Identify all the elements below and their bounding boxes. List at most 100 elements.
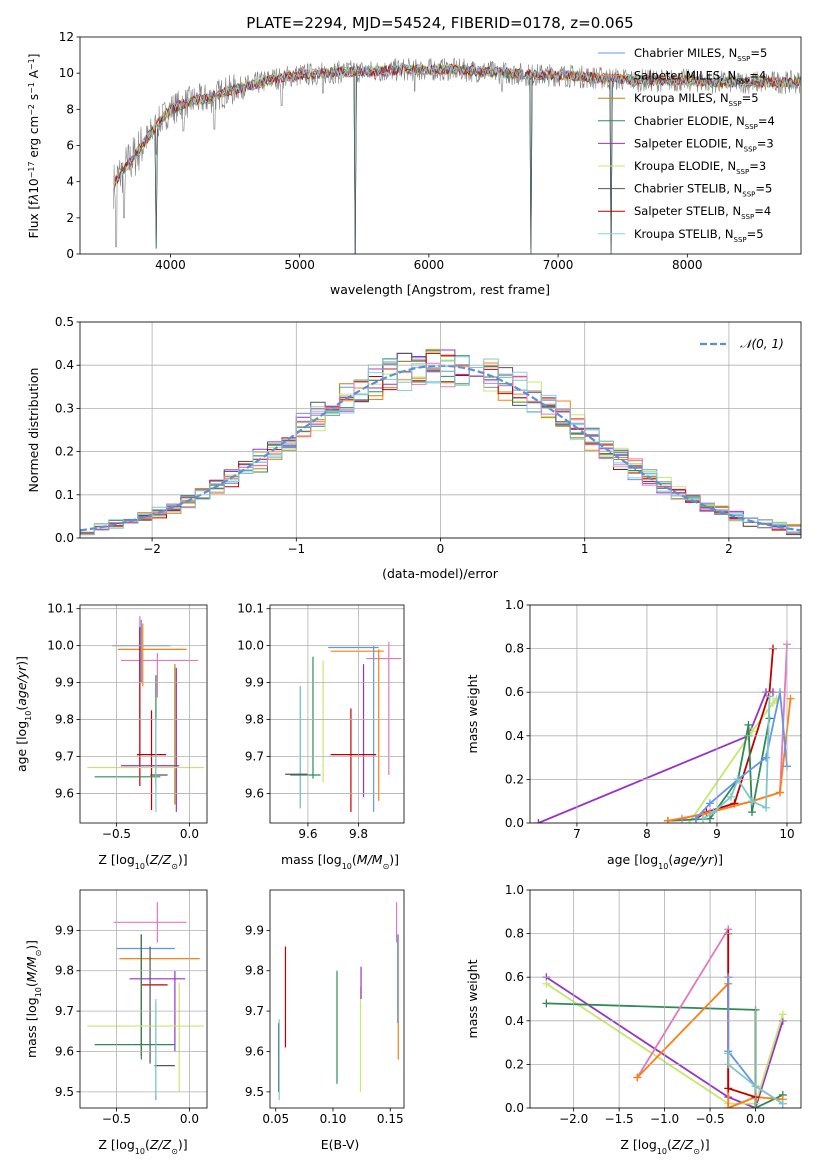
y-tick-label: 10.0 bbox=[47, 639, 74, 653]
weight-line-5 bbox=[727, 933, 756, 1098]
legend-entry: Kroupa ELODIE, NSSP=3 bbox=[634, 159, 766, 176]
axes-weight_vs_Z: −2.0 −1.5 −1.0 −0.5 0.0 0.0 0.2 0.4 0.6 0.8 1.0 Z [… bbox=[465, 883, 802, 1156]
x-tick-label: −0.5 bbox=[695, 1112, 724, 1126]
axes-weight_vs_age: 7 8 9 10 0.0 0.2 0.4 0.6 0.8 1.0 age [log10(age/yr… bbox=[465, 598, 802, 871]
x-tick-label: 7 bbox=[573, 827, 581, 841]
x-tick-label: 9.8 bbox=[349, 827, 368, 841]
y-tick-label: 0.0 bbox=[55, 531, 74, 545]
weight-line-5 bbox=[667, 698, 792, 822]
y-tick-label: 0 bbox=[66, 247, 74, 261]
weight-marker bbox=[778, 1099, 787, 1108]
x-tick-label: −0.5 bbox=[102, 1112, 131, 1126]
weight-marker bbox=[724, 1049, 733, 1058]
x-axis-label: Z [log10(Z/Z⊙)] bbox=[620, 1137, 709, 1156]
y-tick-label: 0.6 bbox=[505, 685, 524, 699]
axes-mass_vs_ebv: 0.05 0.10 0.15 9.5 9.6 9.7 9.8 9.9 E(B-V) bbox=[245, 889, 405, 1152]
plot-area-mass_vs_Z bbox=[87, 902, 205, 1100]
y-tick-label: 1.0 bbox=[505, 598, 524, 612]
weight-marker bbox=[705, 799, 714, 808]
y-tick-label: 9.5 bbox=[55, 1085, 74, 1099]
y-tick-label: 8 bbox=[66, 102, 74, 116]
x-tick-label: −1 bbox=[287, 542, 305, 556]
plot-area-mass_vs_ebv bbox=[277, 902, 399, 1100]
weight-line-4 bbox=[636, 981, 783, 1108]
y-tick-label: 0.4 bbox=[505, 1014, 524, 1028]
y-axis-label: age [log10(age/yr)] bbox=[14, 656, 33, 772]
weight-marker bbox=[747, 808, 756, 817]
axes-frame bbox=[79, 604, 208, 824]
x-axis-label: age [log10(age/yr)] bbox=[607, 852, 723, 871]
x-tick-label: 0.0 bbox=[746, 1112, 765, 1126]
y-tick-label: 4 bbox=[66, 175, 74, 189]
x-tick-label: 0.05 bbox=[262, 1112, 289, 1126]
axes-age_vs_mass: 9.6 9.8 9.6 9.7 9.8 9.9 10.0 10.1 mass [log10(M/… bbox=[237, 602, 405, 871]
model-spectrum-7 bbox=[113, 63, 801, 191]
y-tick-label: 2 bbox=[66, 211, 74, 225]
x-axis-label: (data-model)/error bbox=[382, 566, 499, 581]
y-tick-label: 10 bbox=[59, 66, 74, 80]
weight-line-2 bbox=[695, 648, 774, 820]
y-tick-label: 0.0 bbox=[505, 1101, 524, 1115]
axes-frame bbox=[529, 604, 802, 824]
plot-area-weight_vs_age bbox=[534, 640, 795, 823]
weight-marker bbox=[761, 753, 770, 762]
legend-entry: Salpeter ELODIE, NSSP=3 bbox=[634, 136, 774, 153]
legend-entry: Kroupa STELIB, NSSP=5 bbox=[634, 227, 764, 244]
weight-marker bbox=[724, 1084, 733, 1093]
weight-marker bbox=[709, 808, 718, 817]
weight-line-3 bbox=[636, 926, 756, 1108]
weight-line-6 bbox=[695, 692, 788, 820]
y-axis-label: Normed distribution bbox=[26, 368, 41, 493]
plot-area-age_vs_Z bbox=[87, 616, 205, 812]
y-tick-label: 10.1 bbox=[47, 602, 74, 616]
y-tick-label: 0.4 bbox=[55, 358, 74, 372]
model-spectrum-8 bbox=[113, 63, 801, 191]
x-axis-label: wavelength [Angstrom, rest frame] bbox=[330, 282, 550, 297]
weight-marker bbox=[768, 699, 777, 708]
axes-frame bbox=[529, 889, 802, 1109]
x-tick-label: 6000 bbox=[414, 258, 445, 272]
y-tick-label: 9.6 bbox=[245, 786, 264, 800]
y-tick-label: 9.8 bbox=[245, 713, 264, 727]
legend-entry: Salpeter STELIB, NSSP=4 bbox=[634, 204, 771, 221]
x-tick-label: 0.0 bbox=[180, 1112, 199, 1126]
y-tick-label: 0.5 bbox=[55, 315, 74, 329]
plot-area-residuals bbox=[80, 349, 801, 537]
y-tick-label: 1.0 bbox=[505, 883, 524, 897]
y-tick-label: 9.9 bbox=[55, 676, 74, 690]
x-tick-label: −0.5 bbox=[102, 827, 131, 841]
axes-spectrum: 4000 5000 6000 7000 8000 0 2 4 6 8 10 12 PLATE=2294,… bbox=[27, 14, 802, 297]
y-tick-label: 0.3 bbox=[55, 401, 74, 415]
weight-marker bbox=[698, 814, 707, 823]
y-tick-label: 6 bbox=[66, 139, 74, 153]
y-tick-label: 9.8 bbox=[55, 964, 74, 978]
weight-marker bbox=[663, 816, 672, 823]
y-tick-label: 10.1 bbox=[237, 602, 264, 616]
weight-marker bbox=[542, 979, 551, 988]
x-tick-label: 0.0 bbox=[180, 827, 199, 841]
x-tick-label: 8 bbox=[643, 827, 651, 841]
y-tick-label: 0.2 bbox=[55, 445, 74, 459]
y-tick-label: 9.7 bbox=[245, 1004, 264, 1018]
x-axis-label: Z [log10(Z/Z⊙)] bbox=[98, 852, 187, 871]
legend-entry: Kroupa MILES, NSSP=5 bbox=[634, 91, 759, 108]
x-tick-label: 1 bbox=[581, 542, 589, 556]
y-tick-label: 0.8 bbox=[505, 927, 524, 941]
legend-entry: Chabrier ELODIE, NSSP=4 bbox=[634, 114, 775, 131]
axes-frame bbox=[79, 36, 802, 255]
weight-marker bbox=[744, 720, 753, 729]
axes-residuals: −2 −1 0 1 2 0.0 0.1 0.2 0.3 0.4 0.5 (data-model)/er… bbox=[26, 315, 802, 581]
y-tick-label: 9.5 bbox=[245, 1085, 264, 1099]
weight-marker bbox=[765, 692, 774, 701]
weight-marker bbox=[761, 803, 770, 812]
x-tick-label: 0 bbox=[437, 542, 445, 556]
legend-entry: 𝒩(0, 1) bbox=[740, 337, 784, 351]
weight-line-3 bbox=[667, 718, 771, 822]
weight-marker bbox=[726, 792, 735, 801]
weight-marker bbox=[633, 1073, 642, 1082]
x-tick-label: 8000 bbox=[672, 258, 703, 272]
legend-entry: Salpeter MILES, NSSP=4 bbox=[634, 69, 766, 86]
weight-line-1 bbox=[545, 982, 784, 1105]
axes-frame bbox=[79, 889, 208, 1109]
x-tick-label: 9.6 bbox=[298, 827, 317, 841]
